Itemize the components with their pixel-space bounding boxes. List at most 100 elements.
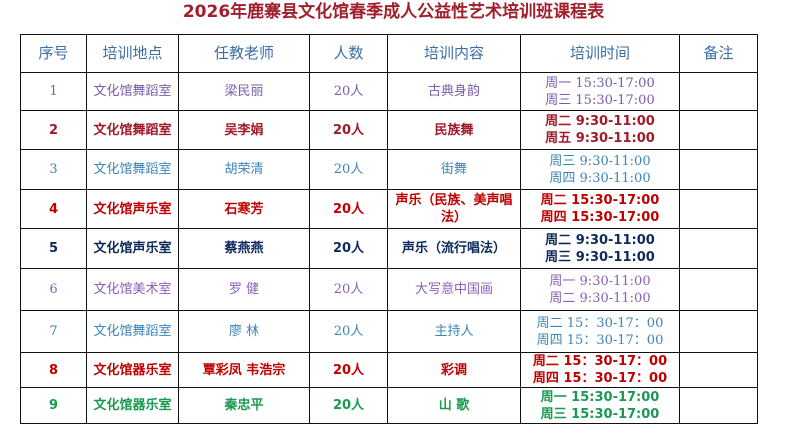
- cell-note: [679, 228, 758, 269]
- column-header: 任教老师: [178, 34, 310, 73]
- time-slot: 周二 9:30-11:00: [549, 290, 651, 306]
- table-row: 3 文化馆舞蹈室 胡荣清 20人 街舞 周三 9:30-11:00 周四 9:30-11:0…: [20, 149, 758, 190]
- cell-no: 3: [20, 149, 87, 190]
- time-slot: 周四 15：30-17：00: [536, 332, 664, 348]
- table-row: 1 文化馆舞蹈室 梁民丽 20人 古典身韵 周一 15:30-17:00 周三 15:30-…: [20, 72, 758, 111]
- column-header: 培训内容: [387, 34, 521, 73]
- cell-content: 声乐（民族、美声唱法）: [387, 189, 521, 229]
- column-header: 备注: [679, 34, 758, 73]
- cell-no: 7: [20, 310, 87, 353]
- cell-time: 周一 15:30-17:00 周三 15:30-17:00: [520, 72, 680, 111]
- cell-content: 古典身韵: [387, 72, 521, 111]
- cell-time: 周一 9:30-11:00 周二 9:30-11:00: [520, 268, 680, 311]
- cell-content: 声乐（流行唱法）: [387, 228, 521, 269]
- cell-count: 20人: [309, 268, 388, 311]
- cell-place: 文化馆舞蹈室: [86, 72, 179, 111]
- cell-note: [679, 268, 758, 311]
- cell-time: 周三 9:30-11:00 周四 9:30-11:00: [520, 149, 680, 190]
- cell-time: 周二 15：30-17：00 周四 15：30-17：00: [520, 352, 680, 388]
- column-header: 人数: [309, 34, 388, 73]
- table-row: 4 文化馆声乐室 石寒芳 20人 声乐（民族、美声唱法） 周二 15:30-17:00 周四…: [20, 189, 758, 229]
- cell-teacher: 梁民丽: [178, 72, 310, 111]
- time-slot: 周四 15:30-17:00: [540, 210, 660, 225]
- cell-count: 20人: [309, 228, 388, 269]
- cell-teacher: 石寒芳: [178, 189, 310, 229]
- cell-place: 文化馆舞蹈室: [86, 149, 179, 190]
- cell-place: 文化馆声乐室: [86, 189, 179, 229]
- cell-content: 大写意中国画: [387, 268, 521, 311]
- time-slot: 周二 9:30-11:00: [545, 114, 655, 129]
- cell-count: 20人: [309, 72, 388, 111]
- time-slot: 周二 15:30-17:00: [540, 193, 660, 208]
- cell-time: 周二 9:30-11:00 周三 9:30-11:00: [520, 228, 680, 269]
- cell-content: 主持人: [387, 310, 521, 353]
- header-row: 序号 培训地点 任教老师 人数 培训内容 培训时间 备注: [20, 34, 758, 73]
- cell-no: 6: [20, 268, 87, 311]
- cell-note: [679, 110, 758, 150]
- cell-teacher: 罗 健: [178, 268, 310, 311]
- cell-no: 1: [20, 72, 87, 111]
- cell-count: 20人: [309, 352, 388, 388]
- cell-teacher: 吴李娟: [178, 110, 310, 150]
- cell-no: 8: [20, 352, 87, 388]
- cell-place: 文化馆器乐室: [86, 352, 179, 388]
- time-slot: 周一 15:30-17:00: [545, 75, 655, 91]
- time-slot: 周二 15：30-17：00: [532, 354, 668, 369]
- table-row: 2 文化馆舞蹈室 吴李娟 20人 民族舞 周二 9:30-11:00 周五 9:30-11:…: [20, 110, 758, 150]
- cell-time: 周一 15:30-17:00 周三 15:30-17:00: [520, 387, 680, 424]
- column-header: 培训地点: [86, 34, 179, 73]
- table-row: 7 文化馆舞蹈室廖 林 20人 主持人 周二 15：30-17：00 周四 15：30-1…: [20, 310, 758, 353]
- schedule-table: 序号 培训地点 任教老师 人数 培训内容 培训时间 备注 1 文化馆舞蹈室 梁民丽 20人 古典身韵…: [20, 34, 758, 424]
- cell-note: [679, 387, 758, 424]
- cell-count: 20人: [309, 110, 388, 150]
- cell-teacher: 廖 林: [178, 310, 310, 353]
- cell-time: 周二 15:30-17:00 周四 15:30-17:00: [520, 189, 680, 229]
- cell-count: 20人: [309, 189, 388, 229]
- cell-content: 街舞: [387, 149, 521, 190]
- table-row: 6 文化馆美术室罗 健 20人 大写意中国画 周一 9:30-11:00 周二 9:30-…: [20, 268, 758, 311]
- cell-teacher: 秦忠平: [178, 387, 310, 424]
- cell-note: [679, 189, 758, 229]
- cell-place: 文化馆器乐室: [86, 387, 179, 424]
- time-slot: 周五 9:30-11:00: [545, 131, 655, 146]
- cell-place: 文化馆声乐室: [86, 228, 179, 269]
- cell-time: 周二 9:30-11:00 周五 9:30-11:00: [520, 110, 680, 150]
- cell-content: 山 歌: [387, 387, 521, 424]
- cell-no: 4: [20, 189, 87, 229]
- time-slot: 周三 9:30-11:00: [549, 153, 651, 169]
- cell-place: 文化馆美术室: [86, 268, 179, 311]
- time-slot: 周三 15:30-17:00: [540, 406, 660, 422]
- time-slot: 周三 9:30-11:00: [545, 249, 655, 265]
- time-slot: 周四 15：30-17：00: [532, 371, 668, 386]
- table-row: 9 文化馆器乐室 秦忠平 20人山 歌周一 15:30-17:00 周三 15:30-1…: [20, 387, 758, 424]
- time-slot: 周一 9:30-11:00: [549, 273, 651, 289]
- page-title: 2026年鹿寨县文化馆春季成人公益性艺术培训班课程表: [182, 2, 605, 22]
- cell-note: [679, 352, 758, 388]
- time-slot: 周四 9:30-11:00: [549, 170, 651, 186]
- column-header: 培训时间: [520, 34, 680, 73]
- cell-count: 20人: [309, 387, 388, 424]
- time-slot: 周二 9:30-11:00: [545, 232, 655, 248]
- cell-note: [679, 72, 758, 111]
- cell-content: 彩调: [387, 352, 521, 388]
- cell-teacher: 蔡燕燕: [178, 228, 310, 269]
- cell-place: 文化馆舞蹈室: [86, 310, 179, 353]
- cell-time: 周二 15：30-17：00 周四 15：30-17：00: [520, 310, 680, 353]
- cell-note: [679, 149, 758, 190]
- cell-no: 9: [20, 387, 87, 424]
- time-slot: 周二 15：30-17：00: [536, 315, 664, 331]
- column-header: 序号: [20, 34, 87, 73]
- time-slot: 周一 15:30-17:00: [540, 389, 660, 405]
- table-row: 8 文化馆器乐室 覃彩凤 韦浩宗 20人 彩调 周二 15：30-17：00 周四 15：3…: [20, 352, 758, 388]
- cell-note: [679, 310, 758, 353]
- cell-count: 20人: [309, 149, 388, 190]
- cell-no: 2: [20, 110, 87, 150]
- cell-content: 民族舞: [387, 110, 521, 150]
- cell-teacher: 覃彩凤 韦浩宗: [178, 352, 310, 388]
- cell-no: 5: [20, 228, 87, 269]
- table-row: 5 文化馆声乐室 蔡燕燕 20人 声乐（流行唱法） 周二 9:30-11:00 周三 9:3…: [20, 228, 758, 269]
- time-slot: 周三 15:30-17:00: [545, 92, 655, 108]
- cell-count: 20人: [309, 310, 388, 353]
- cell-place: 文化馆舞蹈室: [86, 110, 179, 150]
- cell-teacher: 胡荣清: [178, 149, 310, 190]
